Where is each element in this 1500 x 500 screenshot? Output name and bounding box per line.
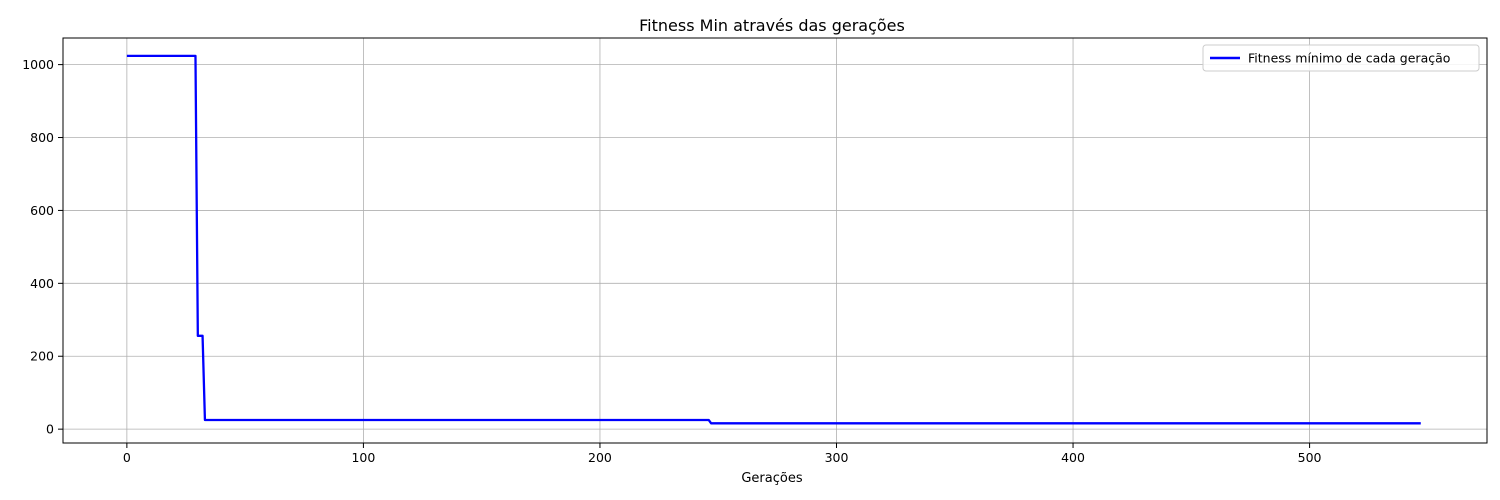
y-tick-label: 1000: [22, 57, 54, 72]
legend-box: [1202, 44, 1480, 72]
y-tick-label: 600: [30, 203, 54, 218]
y-tick-label: 0: [46, 422, 54, 437]
chart-title: Fitness Min através das gerações: [639, 16, 905, 35]
x-tick-label: 100: [351, 450, 375, 465]
y-tick-label: 400: [30, 276, 54, 291]
y-tick-label: 200: [30, 349, 54, 364]
legend: Fitness mínimo de cada geração: [1202, 44, 1480, 72]
series-layer: [126, 54, 1421, 425]
series-line: [126, 54, 1421, 425]
x-tick-label: 400: [1061, 450, 1085, 465]
axis-ticks: 0 100 200 300 400 500 0 200 400 600 800 1000: [22, 57, 1321, 465]
x-tick-label: 200: [588, 450, 612, 465]
x-tick-label: 0: [123, 450, 131, 465]
x-tick-label: 300: [825, 450, 849, 465]
plot-frame: [62, 37, 1488, 444]
legend-entry-label: Fitness mínimo de cada geração: [1248, 51, 1450, 66]
x-axis-label: Gerações: [741, 471, 802, 486]
y-tick-label: 800: [30, 130, 54, 145]
x-tick-label: 500: [1298, 450, 1322, 465]
